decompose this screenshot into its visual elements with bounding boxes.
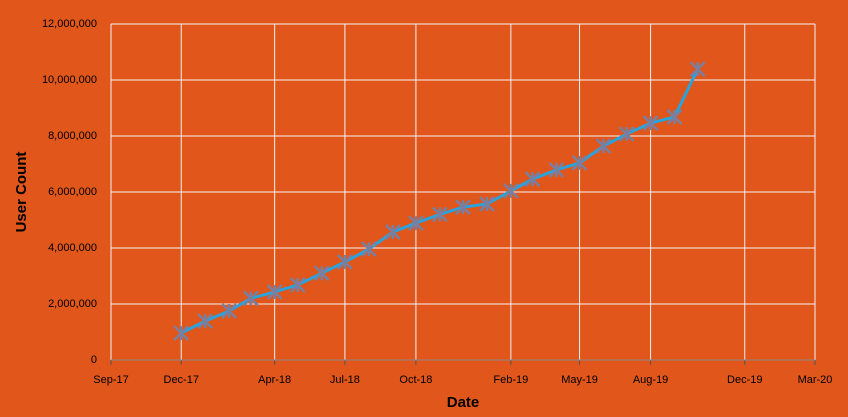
x-tick-label: Dec-17 [164,374,199,386]
data-point [360,241,377,258]
x-tick-label: Oct-18 [399,374,432,386]
y-tick-label: 0 [91,354,97,366]
data-point [502,182,519,199]
data-point [524,171,541,188]
x-tick-label: Aug-19 [633,374,668,386]
data-point [197,313,214,329]
data-point [431,206,448,223]
x-tick-label: Apr-18 [258,374,291,386]
data-point [666,109,683,125]
data-point [313,265,330,282]
x-tick-label: Jul-18 [330,374,360,386]
x-tick-label: Dec-19 [727,374,762,386]
y-axis-title: User Count [13,152,30,233]
data-point [689,61,706,77]
data-point [642,115,659,132]
x-tick-label: Feb-19 [493,374,528,386]
data-point [618,126,635,142]
x-tick-label: May-19 [561,374,598,386]
data-point [289,277,306,293]
x-tick-label: Sep-17 [93,374,128,386]
data-point [479,196,495,212]
x-tick-label: Mar-20 [798,374,833,386]
y-tick-label: 4,000,000 [48,242,97,254]
y-tick-label: 6,000,000 [48,186,97,198]
data-point [455,199,471,216]
y-tick-label: 2,000,000 [48,298,97,310]
data-point [384,224,401,240]
data-point [173,325,190,342]
data-point [221,303,237,319]
data-point [242,290,259,307]
data-point [595,138,612,154]
x-axis-title: Date [447,394,480,411]
y-tick-label: 10,000,000 [42,74,97,86]
data-point [548,161,565,178]
y-tick-label: 12,000,000 [42,18,97,30]
y-tick-label: 8,000,000 [48,130,97,142]
data-point [408,215,424,231]
data-point [337,254,353,270]
data-point [266,284,283,300]
data-point [571,154,588,171]
